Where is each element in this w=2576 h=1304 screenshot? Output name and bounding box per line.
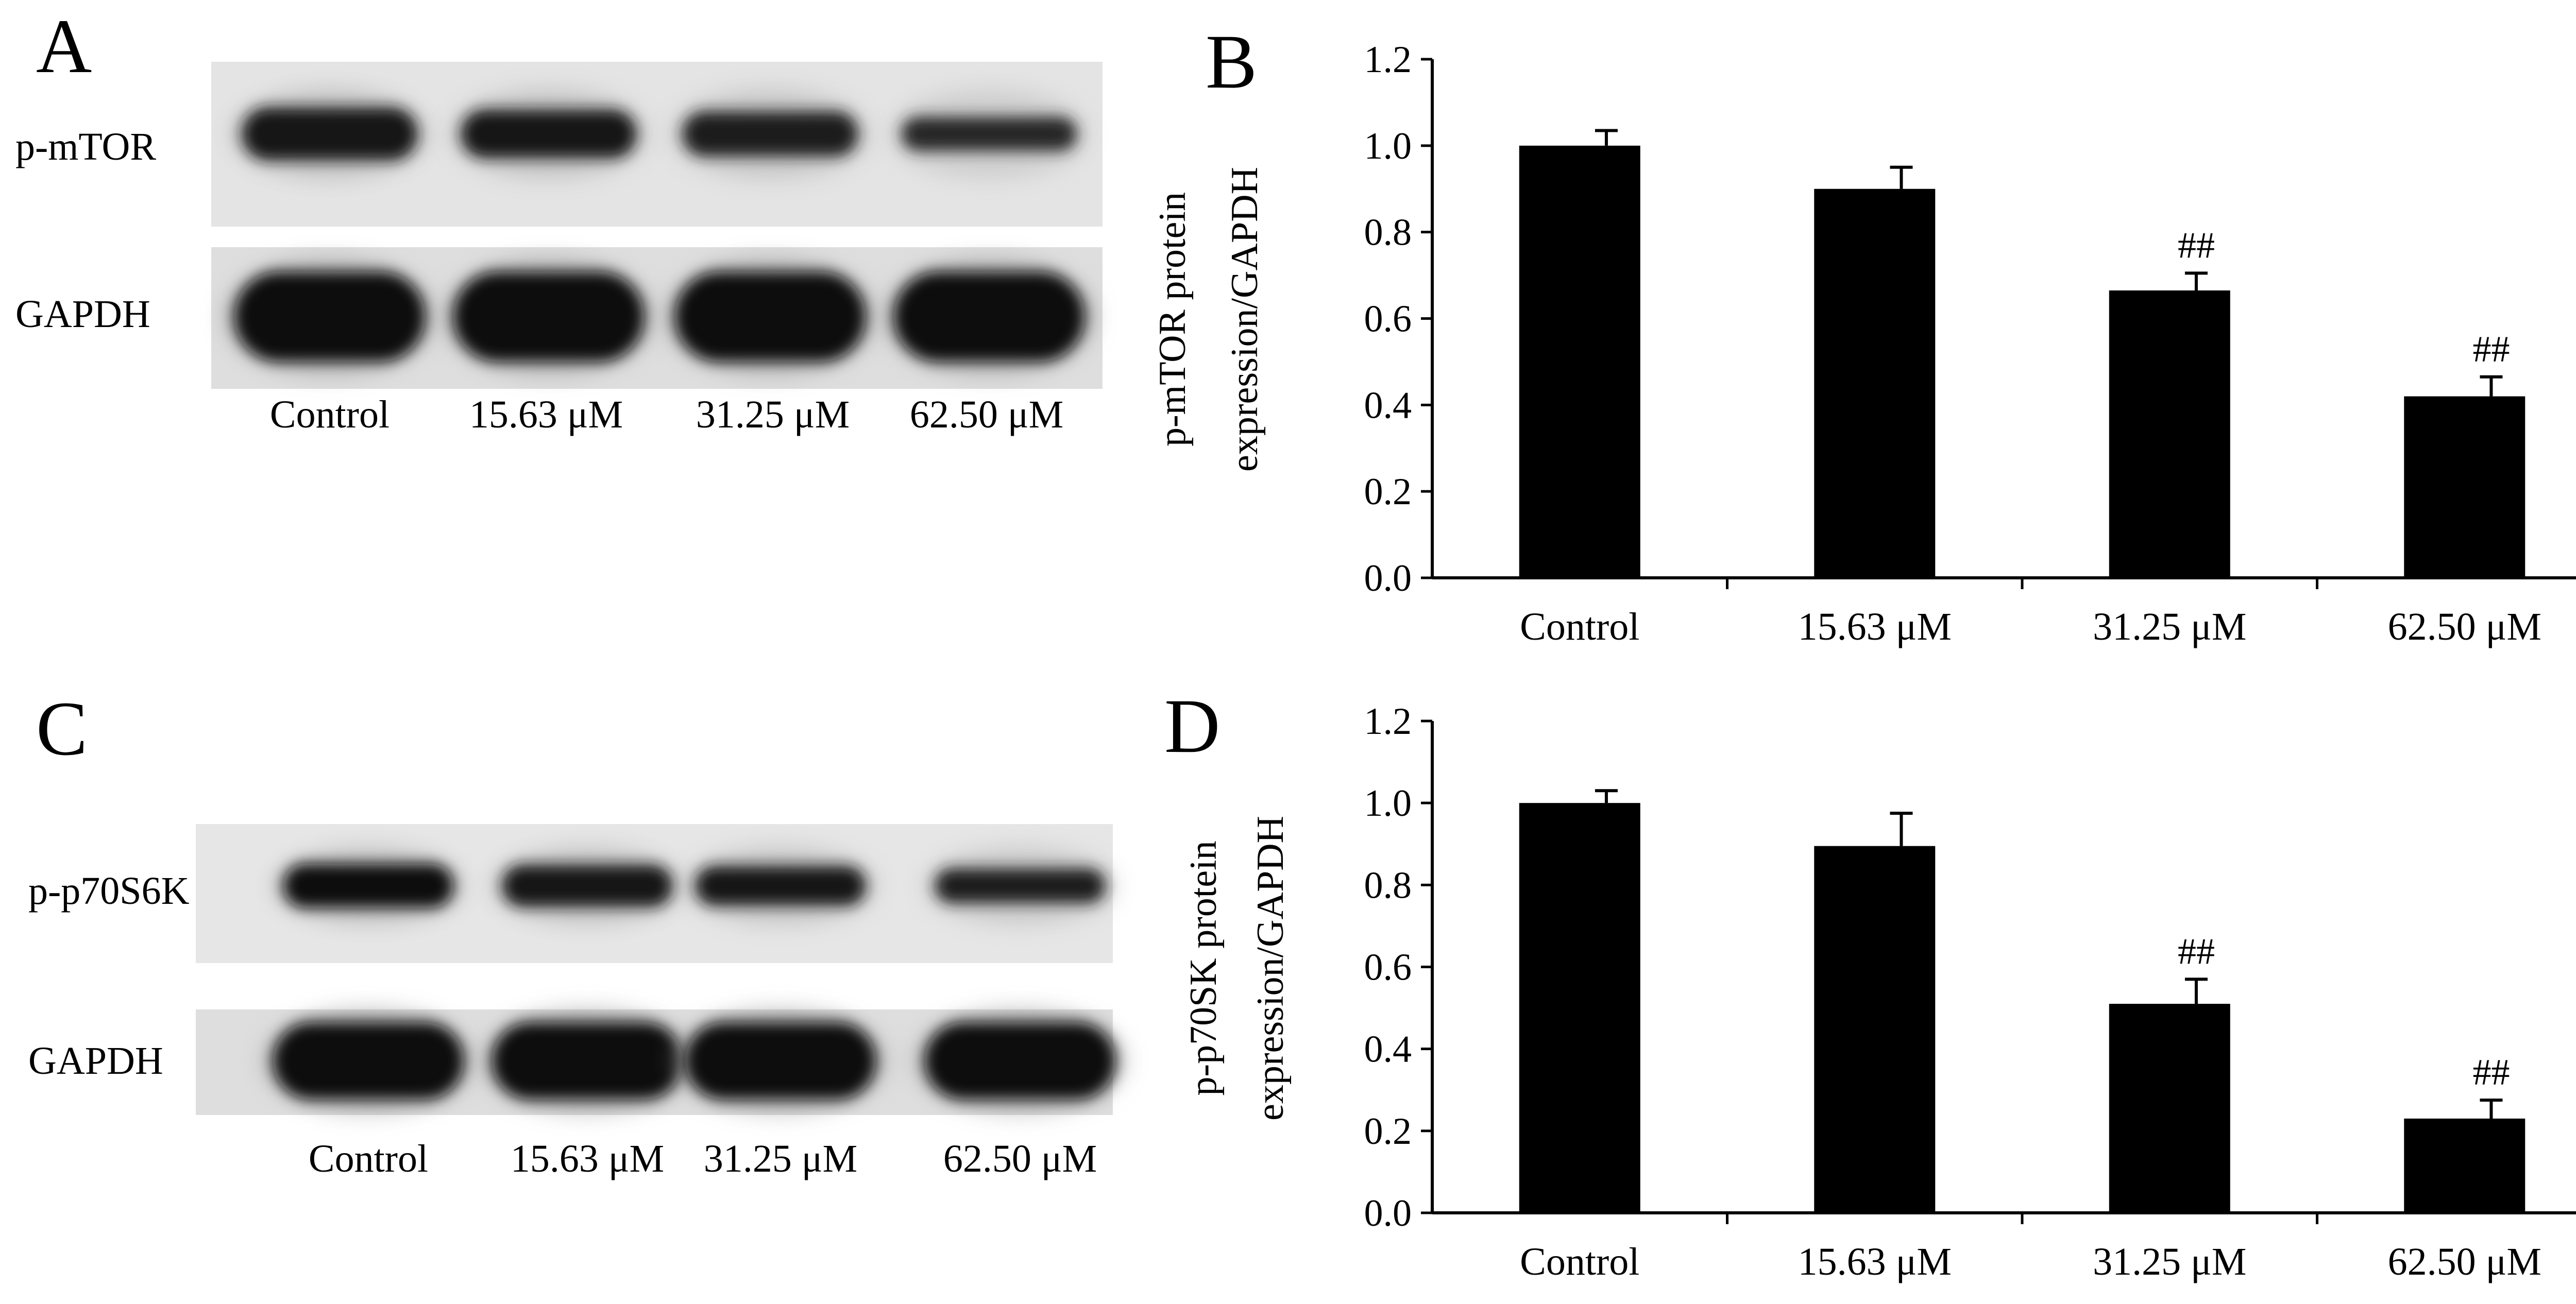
blot-label-p-p70s6k: p-p70S6K	[28, 869, 190, 913]
bar-1	[1519, 145, 1640, 578]
western-blot-a: p-mTOR GAPDH Control 15.63 μM 31.25 μM 6…	[15, 62, 1103, 436]
band-row-p-p70s6k	[273, 848, 1115, 923]
band-lane-4	[894, 271, 1084, 362]
y-axis-label-b-line2: expression/GAPDH	[1224, 167, 1266, 472]
panel-letter-a: A	[36, 4, 92, 89]
y-tick-label: 0.4	[1364, 1028, 1412, 1071]
band-lane-3	[696, 866, 866, 905]
x-tick-label-2: 15.63 μM	[1798, 605, 1952, 648]
bars-b: ## ##	[1519, 129, 2526, 578]
y-tick-label: 0.2	[1364, 471, 1412, 513]
bar-1	[1519, 803, 1640, 1213]
lane-label-control-a: Control	[270, 393, 389, 436]
y-tick-label: 0.4	[1364, 384, 1412, 426]
band-row-gapdh-c	[263, 1009, 1126, 1112]
bar-chart-d: 0.0 0.2 0.4 0.6 0.8 1.0 1.2 ## ## Control 15.63 …	[1182, 700, 2576, 1283]
band-lane-1	[242, 108, 417, 160]
y-tick-label: 0.6	[1364, 947, 1412, 989]
lane-label-62-50-c: 62.50 μM	[943, 1137, 1097, 1180]
band-lane-2	[461, 110, 636, 158]
blot-label-gapdh-a: GAPDH	[15, 293, 150, 336]
panel-letter-c: C	[36, 686, 88, 771]
band-lane-1	[283, 864, 453, 908]
bar-2	[1814, 846, 1936, 1213]
y-tick-label: 0.6	[1364, 298, 1412, 340]
band-lane-2	[492, 1022, 683, 1100]
x-tick-label-3: 31.25 μM	[2093, 605, 2246, 648]
y-ticks-b: 0.0 0.2 0.4 0.6 0.8 1.0 1.2	[1364, 39, 1432, 599]
y-tick-label: 0.8	[1364, 864, 1412, 906]
lane-label-31-25-c: 31.25 μM	[704, 1137, 857, 1180]
band-row-gapdh-a	[224, 259, 1095, 375]
band-lane-3	[675, 271, 866, 362]
band-lane-2	[502, 865, 672, 907]
panel-letter-b: B	[1206, 19, 1257, 105]
band-lane-1	[273, 1022, 464, 1100]
significance-marker-4: ##	[2472, 329, 2510, 370]
panel-letter-d: D	[1164, 683, 1220, 769]
y-tick-label: 0.0	[1364, 1192, 1412, 1234]
y-tick-label: 1.2	[1364, 700, 1412, 743]
western-blot-c: p-p70S6K GAPDH Control 15.63 μM 31.25 μM…	[28, 824, 1126, 1180]
y-axis-label-b-line1: p-mTOR protein	[1151, 192, 1194, 447]
lane-label-15-63-c: 15.63 μM	[511, 1137, 664, 1180]
y-tick-label: 0.8	[1364, 212, 1412, 254]
band-lane-1	[234, 271, 425, 362]
x-tick-label-4: 62.50 μM	[2388, 605, 2541, 648]
y-ticks-d: 0.0 0.2 0.4 0.6 0.8 1.0 1.2	[1364, 700, 1432, 1234]
x-tick-label-3: 31.25 μM	[2093, 1240, 2246, 1283]
bar-2	[1814, 188, 1936, 578]
significance-marker-3: ##	[2178, 225, 2215, 266]
x-tick-label-2: 15.63 μM	[1798, 1240, 1952, 1283]
x-tick-labels-d: Control 15.63 μM 31.25 μM 62.50 μM	[1520, 1213, 2541, 1283]
x-tick-labels-b: Control 15.63 μM 31.25 μM 62.50 μM	[1520, 578, 2541, 648]
significance-marker-4: ##	[2472, 1052, 2510, 1093]
band-lane-3	[685, 1022, 876, 1100]
y-tick-label: 1.2	[1364, 39, 1412, 81]
lane-label-31-25-a: 31.25 μM	[696, 393, 850, 436]
bar-4	[2404, 396, 2526, 578]
bar-chart-b: 0.0 0.2 0.4 0.6 0.8 1.0 1.2 ## ## Control 15.63 …	[1151, 39, 2576, 648]
blot-label-p-mtor: p-mTOR	[15, 125, 156, 168]
band-lane-4	[902, 117, 1077, 151]
y-tick-label: 0.2	[1364, 1110, 1412, 1153]
significance-marker-3: ##	[2178, 931, 2215, 972]
x-tick-label-1: Control	[1520, 1240, 1639, 1283]
lane-label-control-c: Control	[309, 1137, 428, 1180]
bar-3	[2109, 1004, 2230, 1213]
lane-label-62-50-a: 62.50 μM	[910, 393, 1063, 436]
y-tick-label: 0.0	[1364, 557, 1412, 599]
y-tick-label: 1.0	[1364, 125, 1412, 167]
band-lane-4	[935, 868, 1105, 903]
y-tick-label: 1.0	[1364, 782, 1412, 825]
y-axis-label-d-line2: expression/GAPDH	[1249, 816, 1292, 1121]
band-lane-2	[453, 271, 644, 362]
blot-label-gapdh-c: GAPDH	[28, 1039, 163, 1083]
band-lane-4	[925, 1022, 1115, 1100]
x-tick-label-1: Control	[1520, 605, 1639, 648]
bars-d: ## ##	[1519, 789, 2526, 1213]
x-tick-label-4: 62.50 μM	[2388, 1240, 2541, 1283]
band-row-p-mtor	[232, 90, 1087, 178]
bar-4	[2404, 1118, 2526, 1213]
band-lane-3	[683, 111, 858, 157]
y-axis-label-d-line1: p-p70SK protein	[1182, 840, 1225, 1095]
lane-label-15-63-a: 15.63 μM	[469, 393, 623, 436]
bar-3	[2109, 290, 2230, 578]
